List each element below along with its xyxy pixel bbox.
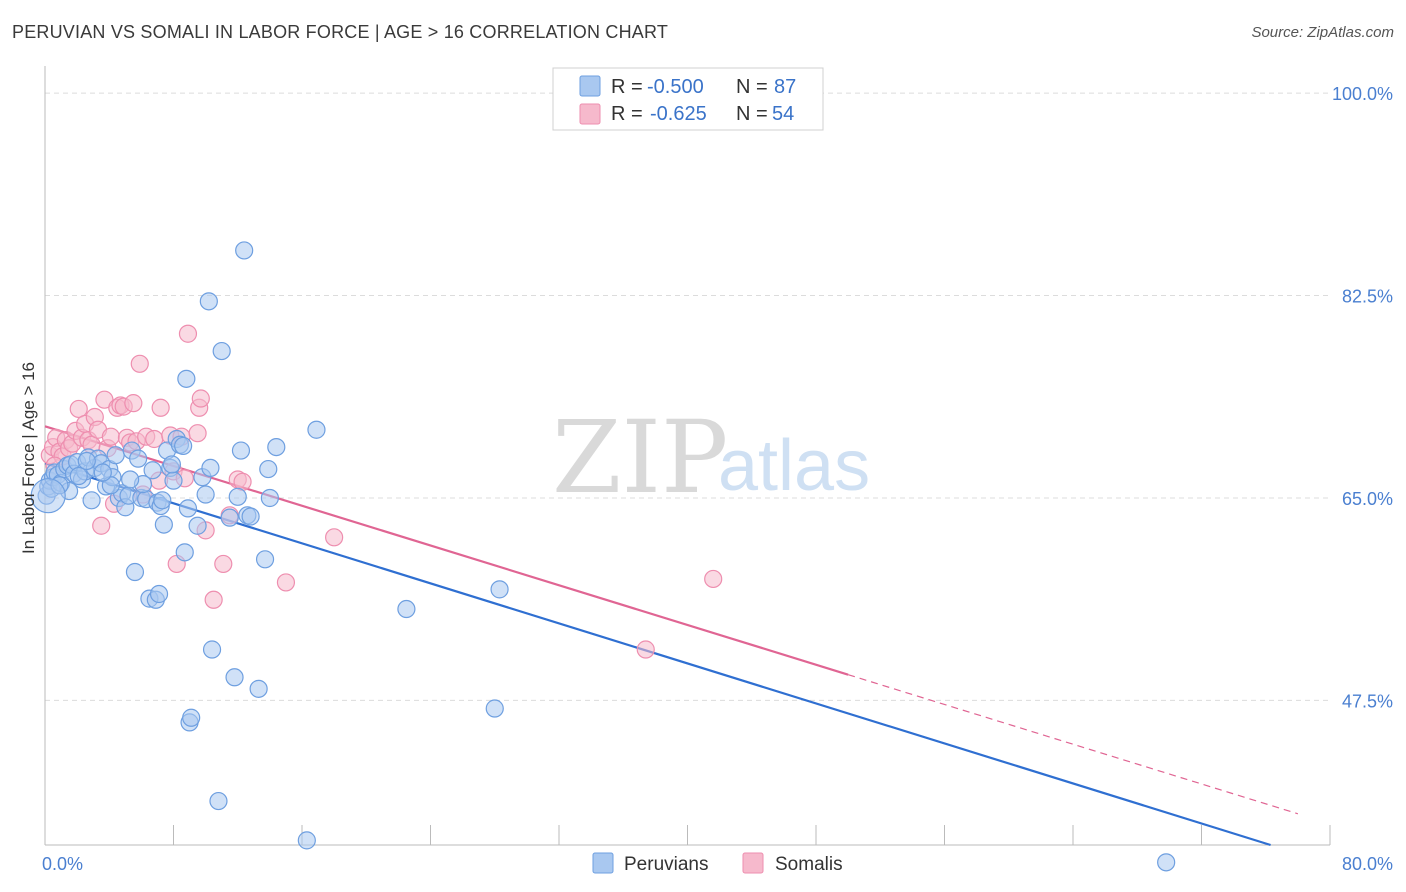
somali-point [704,569,723,589]
y-tick-label: 82.5% [1342,287,1393,307]
bottom-legend-swatch-peruvians [592,852,614,874]
peruvian-point [178,499,198,518]
legend-r-value-somalis: -0.625 [650,103,707,125]
peruvian-point [260,488,279,508]
peruvian-point [249,679,268,698]
peruvian-point [267,437,286,457]
peruvian-point [259,459,278,479]
peruvian-point [93,463,112,482]
peruvian-point [201,458,220,478]
x-tick-label-min: 0.0% [42,854,83,874]
somali-point [636,640,655,659]
legend-n-value-somalis: 54 [772,103,794,125]
y-tick-label: 100.0% [1332,84,1393,104]
trend-line-somalis-extension [847,674,1299,815]
peruvian-point-cluster [30,478,66,514]
peruvian-point [121,470,140,489]
somali-point [130,354,149,373]
y-tick-label: 47.5% [1342,691,1393,711]
series-legend: Peruvians Somalis [592,852,843,875]
bottom-legend-label-somalis: Somalis [775,854,843,875]
somali-point [233,472,252,491]
bottom-legend-label-peruvians: Peruvians [624,854,709,875]
somali-point [204,590,223,609]
peruvian-points [30,241,1176,872]
peruvian-point [175,543,194,562]
peruvian-point [307,420,326,439]
legend-r-label-peruvians: R = [611,76,643,98]
somali-point [95,390,114,409]
legend-n-label-somalis: N = [736,103,768,125]
source-label: Source: ZipAtlas.com [1251,24,1394,41]
watermark: ZIP atlas [552,399,870,516]
peruvian-point [225,668,244,687]
somali-point [214,554,233,574]
peruvian-point [241,507,260,526]
peruvian-point [199,292,218,311]
peruvian-point [209,791,228,811]
peruvian-point [143,461,162,480]
somali-points [40,324,723,659]
peruvian-point [149,584,169,604]
peruvian-point [77,451,96,471]
peruvian-point [485,699,504,718]
peruvian-point [196,485,215,504]
peruvian-point [162,455,181,474]
gridlines [45,92,1330,701]
somali-point [151,398,170,417]
somali-point [325,528,344,547]
peruvian-point [490,580,509,599]
peruvian-point [164,471,183,490]
legend-swatch-peruvians [579,75,601,97]
somali-point [178,324,198,343]
peruvian-point [397,599,416,619]
peruvian-point [125,562,145,582]
peruvian-point [129,449,148,468]
trend-line-peruvians [44,462,1271,847]
somali-point [101,427,120,446]
x-tick-label-max: 80.0% [1342,854,1393,874]
somali-point [188,424,207,443]
legend-n-label-peruvians: N = [736,76,768,98]
chart-title: PERUVIAN VS SOMALI IN LABOR FORCE | AGE … [12,22,669,42]
y-tick-label: 65.0% [1342,489,1393,509]
peruvian-point [212,341,231,361]
y-axis-label: In Labor Force | Age > 16 [19,362,38,554]
somali-point [124,394,143,413]
peruvian-point [106,446,125,465]
somali-point [69,399,88,419]
peruvian-point [69,466,88,486]
legend-r-value-peruvians: -0.500 [647,76,704,98]
peruvian-point [297,831,316,850]
peruvian-point [153,491,172,510]
peruvian-point [174,436,193,456]
peruvian-point [188,516,207,535]
legend-r-label-somalis: R = [611,103,643,125]
y-tick-labels: 100.0% 82.5% 65.0% 47.5% [1332,84,1393,711]
watermark-zip: ZIP [552,399,728,516]
peruvian-point [1157,853,1176,872]
stats-legend: R = -0.500 N = 87 R = -0.625 N = 54 [552,67,824,131]
bottom-legend-swatch-somalis [742,852,764,874]
peruvian-point [82,491,101,510]
peruvian-point [220,508,239,527]
peruvian-point [154,515,173,534]
peruvian-point [177,369,196,388]
peruvian-point [228,487,247,506]
peruvian-point [255,550,275,569]
legend-swatch-somalis [579,103,601,125]
peruvian-point [231,441,251,460]
somali-point [276,573,296,592]
somali-point [191,389,210,408]
somali-point [92,516,111,535]
peruvian-point [235,241,254,260]
watermark-atlas: atlas [718,426,870,506]
peruvian-point [202,640,222,659]
peruvian-point [182,708,201,727]
legend-n-value-peruvians: 87 [774,76,796,98]
